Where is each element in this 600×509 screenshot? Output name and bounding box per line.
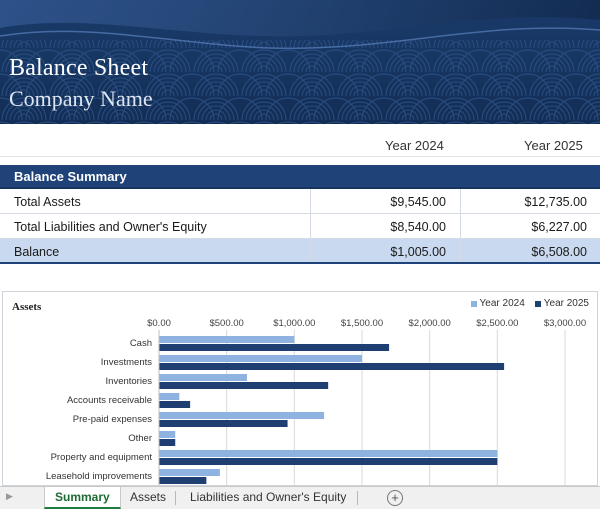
bar-2024[interactable] bbox=[159, 469, 220, 476]
page-title: Balance Sheet bbox=[9, 55, 149, 81]
bar-2024[interactable] bbox=[159, 374, 247, 381]
sheet-tab-bar: ▶ Summary Assets Liabilities and Owner's… bbox=[0, 486, 600, 509]
category-label: Cash bbox=[130, 338, 152, 349]
row-label: Balance bbox=[14, 245, 60, 259]
chart-plot[interactable]: $0.00 $500.00 $1,000.00 $1,500.00 $2,000.00 $… bbox=[3, 292, 597, 485]
row-label: Total Assets bbox=[14, 195, 81, 209]
tick-label: $1,000.00 bbox=[273, 318, 315, 329]
tab-separator bbox=[357, 491, 358, 505]
legend-item: Year 2025 bbox=[534, 298, 589, 309]
table-row-balance[interactable]: Balance $1,005.00 $6,508.00 bbox=[0, 239, 600, 264]
banner-pattern bbox=[0, 0, 600, 124]
category-label: Leasehold improvements bbox=[46, 471, 152, 482]
divider bbox=[0, 156, 600, 157]
bar-2024[interactable] bbox=[159, 355, 362, 362]
tab-summary[interactable]: Summary bbox=[44, 487, 121, 509]
cell-value[interactable]: $9,545.00 bbox=[390, 195, 446, 209]
tab-assets[interactable]: Assets bbox=[130, 490, 167, 504]
bar-2024[interactable] bbox=[159, 450, 498, 457]
category-label: Property and equipment bbox=[51, 452, 153, 463]
bar-2024[interactable] bbox=[159, 431, 176, 438]
chart-legend: Year 2024 Year 2025 bbox=[470, 298, 589, 309]
bar-2024[interactable] bbox=[159, 412, 325, 419]
category-label: Accounts receivable bbox=[67, 395, 152, 406]
bar-2025[interactable] bbox=[159, 382, 329, 389]
tick-label: $0.00 bbox=[147, 318, 171, 329]
tick-label: $2,000.00 bbox=[409, 318, 451, 329]
tick-label: $1,500.00 bbox=[341, 318, 383, 329]
column-divider bbox=[310, 214, 311, 238]
bar-2025[interactable] bbox=[159, 363, 505, 370]
legend-swatch-2025 bbox=[534, 300, 541, 307]
column-divider bbox=[310, 189, 311, 213]
category-label: Pre-paid expenses bbox=[73, 414, 152, 425]
company-name: Company Name bbox=[9, 86, 153, 111]
scroll-left-icon[interactable]: ▶ bbox=[6, 491, 13, 501]
table-row[interactable]: Total Assets $9,545.00 $12,735.00 bbox=[0, 189, 600, 214]
chart-title: Assets bbox=[12, 301, 42, 313]
tick-label: $3,000.00 bbox=[544, 318, 586, 329]
bar-2024[interactable] bbox=[159, 336, 295, 343]
column-divider bbox=[460, 214, 461, 238]
bar-2025[interactable] bbox=[159, 458, 498, 465]
summary-header[interactable]: Balance Summary bbox=[0, 165, 600, 189]
bar-2025[interactable] bbox=[159, 420, 288, 427]
header-banner: Balance Sheet Company Name bbox=[0, 0, 600, 124]
legend-item: Year 2024 bbox=[470, 298, 525, 309]
plus-circle-icon[interactable]: + bbox=[387, 490, 403, 506]
cell-value[interactable]: $12,735.00 bbox=[524, 195, 587, 209]
row-label: Total Liabilities and Owner's Equity bbox=[14, 220, 207, 234]
bar-2025[interactable] bbox=[159, 477, 207, 484]
assets-chart[interactable]: Assets Year 2024 Year 2025 $0.00 $500.00 $… bbox=[2, 291, 598, 486]
category-label: Inventories bbox=[106, 376, 153, 387]
legend-label: Year 2025 bbox=[543, 298, 589, 309]
year-2025-header[interactable]: Year 2025 bbox=[524, 138, 583, 153]
cell-value[interactable]: $6,227.00 bbox=[531, 220, 587, 234]
tab-liabilities[interactable]: Liabilities and Owner's Equity bbox=[190, 490, 347, 504]
legend-swatch-2024 bbox=[470, 300, 477, 307]
cell-value[interactable]: $8,540.00 bbox=[390, 220, 446, 234]
legend-label: Year 2024 bbox=[479, 298, 525, 309]
tick-label: $500.00 bbox=[209, 318, 243, 329]
bar-2025[interactable] bbox=[159, 344, 390, 351]
tick-label: $2,500.00 bbox=[476, 318, 518, 329]
column-divider bbox=[460, 189, 461, 213]
category-label: Other bbox=[128, 433, 152, 444]
bar-2024[interactable] bbox=[159, 393, 180, 400]
year-2024-header[interactable]: Year 2024 bbox=[385, 138, 444, 153]
table-row[interactable]: Total Liabilities and Owner's Equity $8,… bbox=[0, 214, 600, 239]
cell-value[interactable]: $6,508.00 bbox=[531, 245, 587, 259]
bar-2025[interactable] bbox=[159, 439, 176, 446]
category-label: Investments bbox=[101, 357, 152, 368]
column-divider bbox=[310, 239, 311, 262]
balance-summary-table: Balance Summary Total Assets $9,545.00 $… bbox=[0, 165, 600, 264]
cell-value[interactable]: $1,005.00 bbox=[390, 245, 446, 259]
tab-separator bbox=[175, 491, 176, 505]
column-divider bbox=[460, 239, 461, 262]
bar-2025[interactable] bbox=[159, 401, 191, 408]
